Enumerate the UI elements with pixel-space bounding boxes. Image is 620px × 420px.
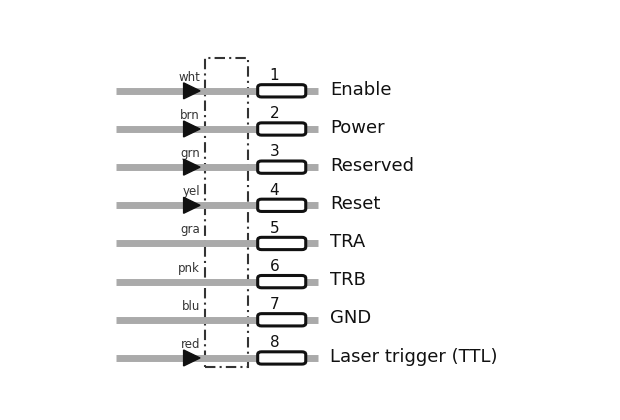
Text: brn: brn	[180, 109, 200, 122]
Text: Reserved: Reserved	[330, 157, 414, 175]
Polygon shape	[184, 350, 200, 366]
Text: red: red	[180, 338, 200, 351]
Polygon shape	[184, 121, 200, 137]
Text: gra: gra	[180, 223, 200, 236]
Text: TRB: TRB	[330, 271, 366, 289]
FancyBboxPatch shape	[258, 123, 306, 135]
Text: Reset: Reset	[330, 195, 380, 213]
FancyBboxPatch shape	[258, 237, 306, 249]
Polygon shape	[184, 83, 200, 99]
Text: 1: 1	[270, 68, 280, 83]
Text: 4: 4	[270, 183, 280, 197]
Text: Laser trigger (TTL): Laser trigger (TTL)	[330, 348, 497, 366]
Text: 6: 6	[270, 259, 280, 274]
Text: Enable: Enable	[330, 81, 391, 99]
FancyBboxPatch shape	[258, 276, 306, 288]
Text: blu: blu	[182, 300, 200, 312]
Text: wht: wht	[178, 71, 200, 84]
Polygon shape	[184, 159, 200, 175]
FancyBboxPatch shape	[258, 161, 306, 173]
FancyBboxPatch shape	[258, 85, 306, 97]
Text: yel: yel	[182, 185, 200, 198]
Text: 7: 7	[270, 297, 280, 312]
Text: TRA: TRA	[330, 233, 365, 251]
Text: 3: 3	[270, 144, 280, 159]
FancyBboxPatch shape	[258, 199, 306, 211]
FancyBboxPatch shape	[258, 352, 306, 364]
Text: 8: 8	[270, 335, 280, 350]
Text: GND: GND	[330, 310, 371, 328]
FancyBboxPatch shape	[258, 314, 306, 326]
Text: 5: 5	[270, 220, 280, 236]
Text: Power: Power	[330, 119, 384, 136]
Text: pnk: pnk	[178, 262, 200, 275]
Polygon shape	[184, 197, 200, 213]
Text: grn: grn	[180, 147, 200, 160]
Bar	[205, 58, 248, 368]
Text: 2: 2	[270, 106, 280, 121]
